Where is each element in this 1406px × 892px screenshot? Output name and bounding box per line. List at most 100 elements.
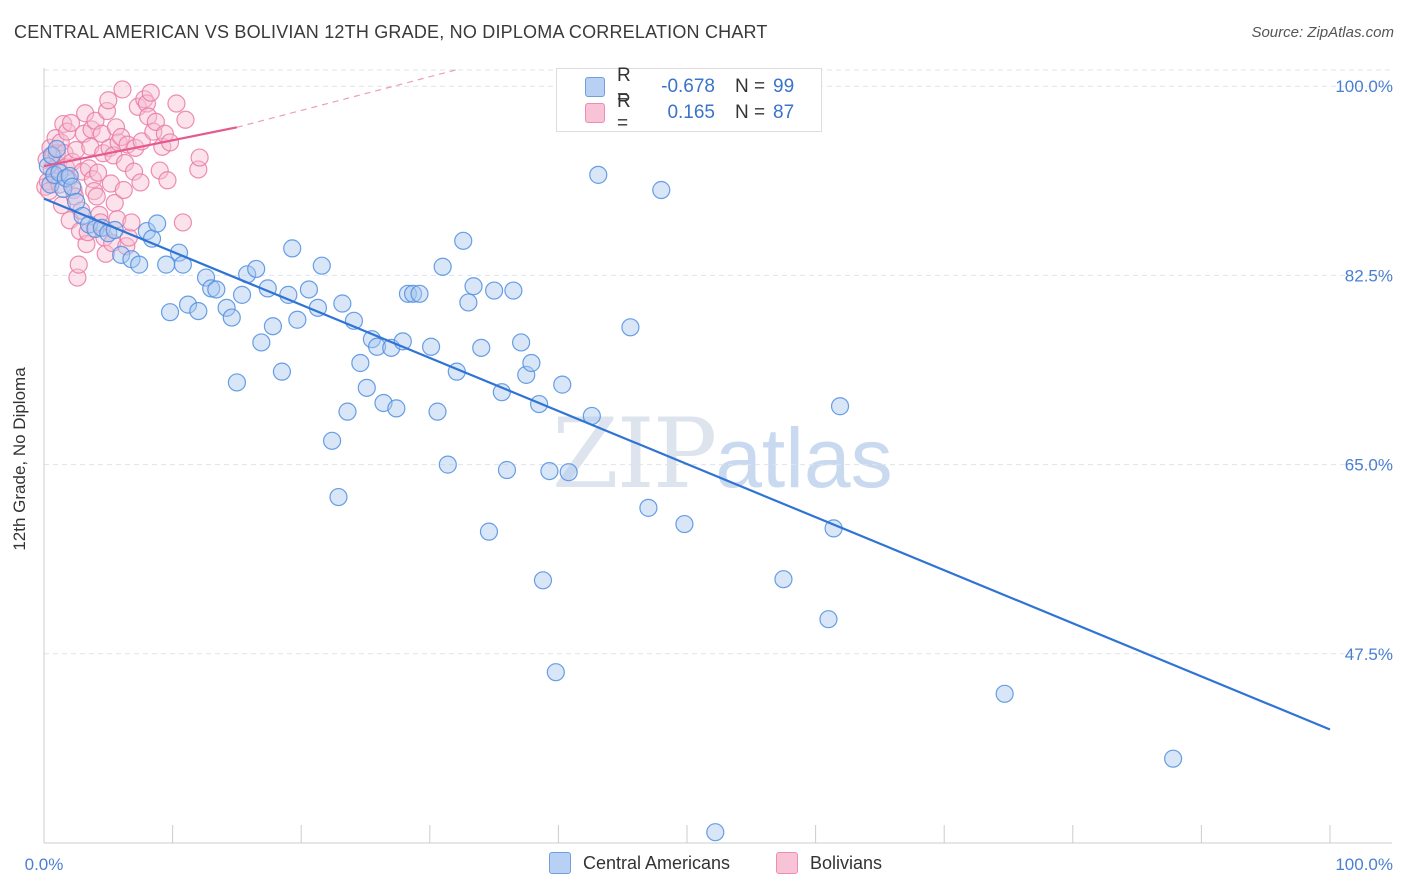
y-tick-label-3: 100.0% — [1335, 77, 1393, 96]
central-americans-point-84 — [546, 663, 565, 682]
central-americans-point-70 — [459, 293, 478, 312]
trend-line-bolivians-extension — [236, 69, 456, 128]
central-americans-point-37 — [247, 259, 266, 279]
bolivians-point-31 — [76, 104, 95, 123]
bolivians-point-40 — [87, 187, 106, 206]
y-tick-label-2: 82.5% — [1345, 266, 1393, 285]
central-americans-point-17 — [112, 245, 131, 264]
central-americans-point-90 — [639, 498, 658, 517]
central-americans-point-19 — [130, 255, 149, 274]
central-americans-point-62 — [403, 284, 423, 303]
central-americans-point-47 — [312, 256, 331, 275]
central-americans-point-63 — [410, 284, 429, 303]
bolivians-point-20 — [61, 113, 81, 133]
bolivians-point-47 — [96, 244, 115, 263]
central-americans-point-54 — [357, 378, 376, 397]
central-americans-point-76 — [497, 460, 517, 480]
bolivians-point-25 — [68, 268, 87, 287]
central-americans-point-99 — [1164, 749, 1183, 768]
central-americans-point-69 — [454, 231, 473, 250]
legend-n-value: 99 — [773, 76, 795, 97]
bolivians-point-65 — [122, 213, 141, 232]
central-americans-point-82 — [533, 571, 553, 590]
legend-swatch-pink — [585, 103, 605, 123]
central-americans-point-53 — [351, 353, 370, 373]
legend-r-label: R = — [617, 91, 631, 134]
central-americans-point-27 — [178, 295, 198, 314]
central-americans-point-66 — [433, 257, 452, 276]
central-americans-point-91 — [652, 180, 671, 200]
bolivians-point-74 — [141, 83, 160, 102]
bolivians-point-77 — [150, 161, 169, 180]
central-americans-point-4 — [47, 139, 66, 159]
bolivians-point-26 — [69, 255, 88, 274]
central-americans-point-71 — [464, 277, 483, 296]
central-americans-point-28 — [189, 301, 208, 321]
central-americans-point-24 — [160, 303, 180, 322]
bolivians-point-49 — [99, 91, 118, 110]
bolivians-point-82 — [167, 94, 186, 113]
y-tick-label-1: 65.0% — [1345, 456, 1393, 475]
central-americans-point-9 — [63, 177, 82, 196]
central-americans-point-80 — [522, 353, 541, 373]
central-americans-point-23 — [157, 255, 176, 274]
legend-r-value: 0.165 — [667, 102, 715, 123]
legend-n-label: N = — [735, 76, 766, 97]
y-tick-label-0: 47.5% — [1345, 645, 1393, 664]
central-americans-point-97 — [830, 397, 850, 416]
bolivians-point-41 — [88, 163, 108, 182]
bolivians-point-69 — [131, 173, 150, 192]
central-americans-point-22 — [148, 214, 167, 233]
bolivians-point-80 — [158, 171, 177, 190]
central-americans-point-51 — [338, 402, 357, 421]
central-americans-point-38 — [252, 333, 271, 352]
bolivians-point-56 — [108, 210, 127, 229]
central-americans-point-93 — [706, 823, 725, 842]
central-americans-point-83 — [540, 461, 559, 481]
trend-lines — [43, 69, 1331, 731]
bolivians-point-36 — [82, 120, 101, 139]
y-tick-labels: 47.5% 65.0% 82.5% 100.0% — [1335, 77, 1393, 664]
legend-item-central-americans[interactable]: Central Americans — [549, 852, 730, 874]
legend-label-bolivians: Bolivians — [810, 852, 883, 873]
central-americans-point-29 — [196, 268, 216, 287]
central-americans-point-95 — [819, 610, 838, 629]
central-americans-point-48 — [322, 431, 342, 450]
central-americans-point-31 — [207, 280, 226, 299]
central-americans-point-56 — [367, 337, 387, 356]
central-americans-point-59 — [387, 399, 406, 418]
legend-n-label: N = — [735, 102, 766, 123]
central-americans-point-41 — [272, 362, 292, 381]
central-americans-point-45 — [299, 280, 319, 299]
legend-item-bolivians[interactable]: Bolivians — [776, 852, 882, 874]
source-label: Source: ZipAtlas.com — [1251, 24, 1394, 41]
legend-swatch-blue — [585, 77, 605, 97]
central-americans-point-35 — [232, 285, 252, 304]
central-americans-point-50 — [333, 294, 352, 313]
central-americans-point-98 — [995, 684, 1014, 703]
bolivians-point-66 — [124, 162, 144, 181]
chart-title: CENTRAL AMERICAN VS BOLIVIAN 12TH GRADE,… — [14, 22, 768, 42]
central-americans-point-94 — [774, 570, 793, 589]
central-americans-point-8 — [60, 166, 79, 186]
legend-label-central-americans: Central Americans — [583, 852, 731, 873]
watermark-atlas: atlas — [715, 411, 893, 505]
central-americans-point-89 — [621, 318, 640, 337]
axes — [43, 68, 1392, 844]
central-americans-point-64 — [421, 337, 441, 356]
legend-n-value: 87 — [773, 102, 795, 123]
central-americans-point-74 — [485, 281, 504, 300]
central-americans-point-79 — [517, 365, 536, 384]
bolivians-point-84 — [176, 110, 195, 129]
trend-line-central-americans — [43, 197, 1331, 731]
series-central-americans — [38, 139, 1183, 842]
bolivians-point-60 — [114, 180, 133, 200]
central-americans-point-34 — [227, 373, 246, 392]
central-americans-point-77 — [504, 281, 523, 300]
central-americans-point-43 — [283, 239, 302, 258]
bolivians-point-24 — [67, 140, 86, 160]
central-americans-point-78 — [512, 333, 531, 352]
central-americans-point-73 — [479, 522, 499, 541]
correlation-legend: R = -0.678 N = 99 R = 0.165 N = 87 — [556, 65, 822, 134]
